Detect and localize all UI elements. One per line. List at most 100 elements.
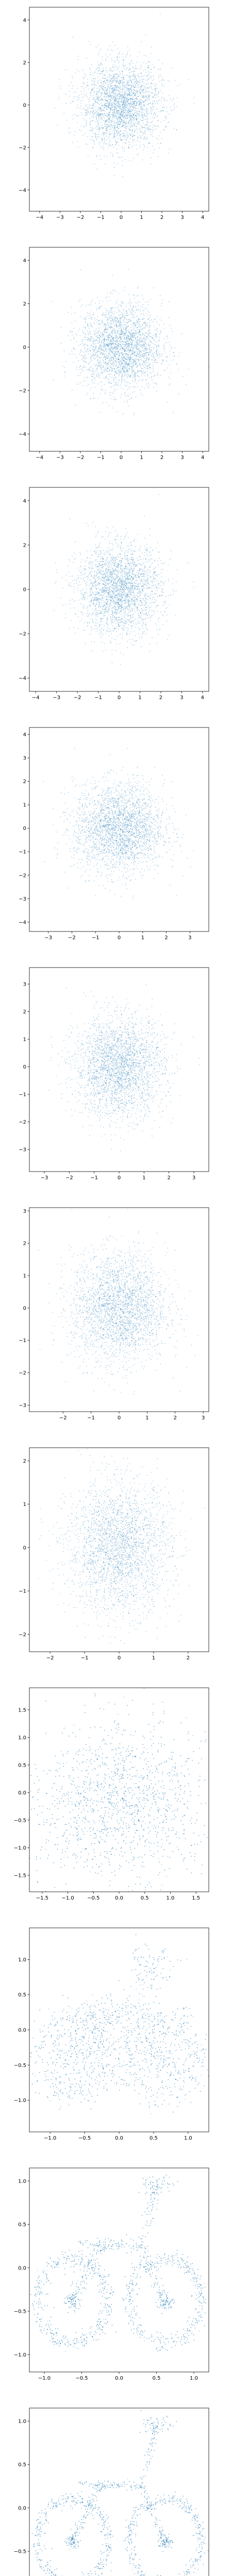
data-point [77,99,78,101]
data-point [117,135,118,136]
data-point [98,100,100,101]
data-point [142,85,143,87]
data-point [97,101,98,103]
data-point [124,82,125,84]
data-point [109,347,110,349]
data-point [108,351,110,353]
data-point [118,122,120,123]
data-point [117,342,118,344]
data-point [115,332,117,334]
data-point [111,97,112,98]
data-point [129,129,130,131]
data-point [135,396,137,398]
data-point [128,405,129,407]
data-point [108,317,110,319]
data-point [153,152,154,154]
data-point [142,135,143,136]
data-point [113,397,115,398]
data-point [139,100,140,102]
data-point [84,343,85,345]
data-point [101,367,103,368]
data-point [109,88,110,90]
data-point [140,310,141,312]
data-point [143,337,144,338]
data-point [101,92,102,94]
data-point [110,120,112,121]
data-point [139,127,140,129]
data-point [100,360,101,361]
data-point [153,101,155,103]
data-point [137,101,139,103]
data-point [95,118,97,120]
data-point [102,71,103,73]
data-point [80,316,81,317]
data-point [125,108,126,109]
data-point [92,114,94,115]
data-point [114,103,116,105]
data-point [113,76,114,77]
data-point [170,107,171,108]
data-point [108,353,110,354]
data-point [123,139,125,140]
data-point [105,82,107,84]
data-point [128,314,130,316]
data-point [126,350,128,352]
data-point [125,345,127,347]
data-point [127,97,128,99]
data-point [128,99,129,100]
data-point [86,93,87,94]
data-point [148,79,150,80]
data-point [143,370,144,372]
data-point [90,120,91,122]
data-point [154,112,155,113]
data-point [155,382,156,383]
data-point [124,372,125,374]
data-point [147,366,148,368]
data-point [146,354,147,355]
data-point [131,124,132,125]
data-point [116,131,118,132]
data-point [118,307,119,308]
data-point [110,108,111,109]
data-point [112,353,114,355]
data-point [113,136,115,137]
data-point [84,110,86,111]
data-point [118,62,119,63]
data-point [105,92,106,94]
data-point [111,317,112,319]
data-point [171,100,173,101]
data-point [114,132,115,134]
data-point [149,111,151,113]
data-point [87,109,88,110]
data-point [159,80,160,82]
data-point [126,363,127,364]
data-point [92,368,94,369]
data-point [131,317,132,318]
data-point [93,78,94,79]
data-point [133,118,135,120]
data-point [153,79,154,80]
data-point [95,347,96,348]
data-point [114,358,116,359]
data-point [154,362,156,364]
data-point [76,366,77,367]
data-point [128,329,129,331]
data-point [121,100,123,102]
data-point [108,405,109,406]
data-point [155,128,157,129]
data-point [140,106,141,107]
data-point [90,358,92,359]
data-point [118,367,119,368]
data-point [115,89,117,90]
data-point [129,88,130,90]
data-point [130,101,131,103]
data-point [76,115,77,117]
data-point [157,96,159,97]
data-point [110,67,111,69]
data-point [117,74,119,76]
data-point [102,139,103,141]
data-point [118,379,120,380]
data-point [90,127,92,128]
data-point [96,375,97,376]
data-point [143,313,144,314]
